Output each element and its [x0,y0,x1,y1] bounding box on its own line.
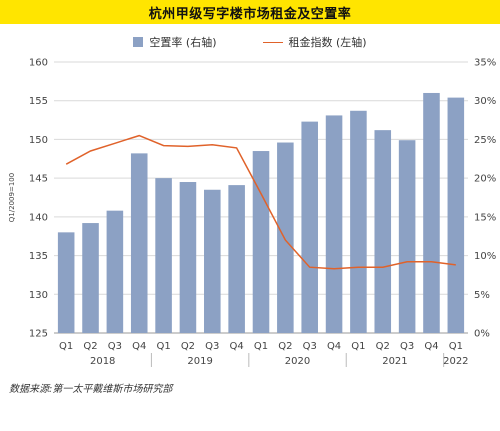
title-bar: 杭州甲级写字楼市场租金及空置率 [0,0,500,24]
vacancy-bar [301,121,318,334]
vacancy-bar [277,142,294,333]
year-label: 2018 [90,356,115,367]
vacancy-bar [447,97,465,333]
x-tick-label: Q3 [400,341,414,352]
x-tick-label: Q3 [303,341,317,352]
legend-bar-swatch [133,37,144,47]
vacancy-bar [179,182,197,333]
right-tick-label: 20% [474,174,496,185]
source-note: 数据来源:第一太平戴维斯市场研究部 [9,384,173,395]
right-tick-label: 0% [474,329,490,340]
left-tick-label: 160 [29,58,48,69]
left-tick-label: 155 [29,96,48,107]
x-tick-label: Q2 [278,341,292,352]
vacancy-bar [155,178,172,333]
vacancy-bar [374,130,392,333]
x-tick-label: Q2 [376,341,390,352]
right-tick-label: 15% [474,212,496,223]
x-tick-label: Q3 [108,341,122,352]
year-label: 2022 [443,356,468,367]
left-tick-label: 125 [29,329,48,340]
right-tick-label: 10% [474,251,496,262]
legend-item-rent: 租金指数 (左轴) [262,34,367,50]
x-tick-label: Q1 [351,341,365,352]
vacancy-bar [350,110,367,333]
year-label: 2019 [187,356,212,367]
rent-index-line [65,134,456,270]
x-tick-label: Q4 [327,341,341,352]
right-tick-label: 35% [474,58,496,69]
left-tick-label: 145 [29,174,48,185]
vacancy-bar [252,151,270,333]
legend: 空置率 (右轴) 租金指数 (左轴) [0,34,500,50]
x-tick-label: Q2 [181,341,195,352]
right-tick-label: 30% [474,96,496,107]
legend-item-vacancy: 空置率 (右轴) [133,34,217,50]
x-tick-label: Q4 [230,341,244,352]
vacancy-bar [228,185,245,333]
left-tick-label: 140 [29,212,48,223]
x-tick-label: Q2 [83,341,97,352]
legend-label-vacancy: 空置率 (右轴) [149,36,217,49]
left-tick-label: 135 [29,251,48,262]
x-tick-label: Q1 [449,341,463,352]
right-tick-label: 5% [474,290,490,301]
chart-title: 杭州甲级写字楼市场租金及空置率 [148,6,352,22]
year-label: 2021 [382,356,407,367]
left-tick-label: 130 [29,290,48,301]
legend-label-rent: 租金指数 (左轴) [288,36,367,49]
vacancy-bar [204,189,221,333]
x-tick-label: Q4 [132,341,146,352]
chart-area: 125 130 135 140 145 150 155 160 0% 5% 10% 15% 20% 25%… [8,58,496,367]
vacancy-bar [106,210,124,333]
vacancy-bar [423,92,440,333]
year-label: 2020 [285,356,310,367]
vacancy-bar [325,115,343,333]
right-tick-label: 25% [474,135,496,146]
x-tick-label: Q1 [156,341,170,352]
left-tick-label: 150 [29,135,48,146]
x-tick-label: Q3 [205,341,219,352]
x-tick-label: Q1 [59,341,73,352]
x-tick-label: Q1 [254,341,268,352]
vacancy-bar [398,140,416,333]
legend-line-swatch [262,41,283,43]
left-axis-label: Q1/2009=100 [8,173,16,222]
x-tick-label: Q4 [424,341,438,352]
vacancy-bar [82,223,99,333]
vacancy-bar [130,153,148,333]
vacancy-bar [57,232,75,333]
